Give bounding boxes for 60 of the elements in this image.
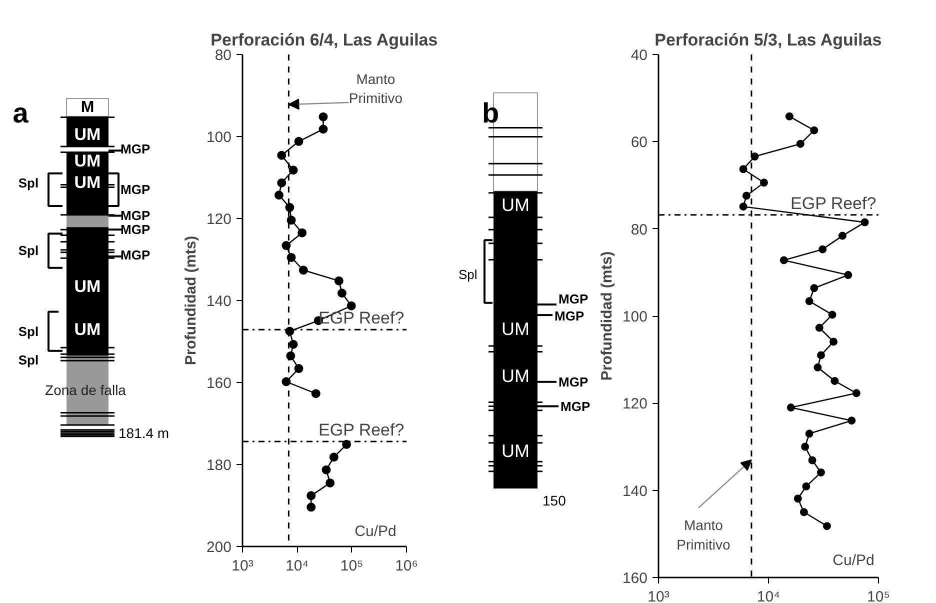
y-axis-title: Profundidad (mts) [182,236,200,366]
text: UM [74,172,101,192]
text: MGP [120,141,150,156]
x-axis-title: Cu/Pd [832,552,874,569]
text: UM [502,366,530,386]
text: Spl [18,352,39,368]
x-tick-label: 10³ [232,558,254,574]
x-axis-title: Cu/Pd [354,523,396,540]
text: a [12,98,29,129]
text: UM [74,152,101,171]
text: UM [502,318,530,339]
text: MGP [554,308,584,324]
y-tick-label: 140 [206,293,232,310]
y-axis-title: Profundidad (mts) [598,251,616,381]
x-tick-label: 10⁴ [756,588,780,603]
text: Spl [458,266,478,282]
text: UM [74,277,101,296]
x-tick-label: 10⁶ [395,558,418,574]
x-tick-label: 10³ [648,588,670,603]
text: Spl [18,324,39,339]
text: b [482,98,500,129]
y-tick-label: 60 [630,134,648,152]
text: Zona de falla [45,382,126,398]
text: UM [74,124,101,144]
y-tick-label: 160 [622,570,648,587]
text: UM [502,441,530,462]
annotation: EGP Reef? [318,420,404,440]
annotation: EGP Reef? [790,194,876,213]
chart-title: Perforación 6/4, Las Aguilas [210,30,438,50]
y-tick-label: 100 [206,129,232,146]
y-tick-label: 80 [214,47,232,64]
text: Spl [18,243,39,258]
annotation: Manto Primitivo [676,517,731,552]
y-tick-label: 120 [622,396,648,413]
text: M [80,98,94,116]
x-tick-label: 10⁵ [867,588,890,603]
text: MGP [558,291,588,306]
y-tick-label: 40 [630,47,648,64]
y-tick-label: 80 [630,221,648,238]
y-tick-label: 200 [206,539,232,556]
y-tick-label: 120 [206,211,232,228]
y-tick-label: 180 [206,457,232,474]
text: UM [502,195,530,216]
y-tick-label: 160 [206,375,232,392]
text: Spl [18,176,39,191]
text: MGP [120,208,150,224]
text: MGP [560,398,590,414]
y-tick-label: 140 [622,482,648,500]
text: MGP [120,247,150,262]
y-tick-label: 100 [622,308,648,326]
text: 150 [542,492,566,509]
x-tick-label: 10⁵ [340,558,364,574]
text: 181.4 m [118,425,170,442]
annotation: Manto Primitivo [348,70,403,106]
text: MGP [558,374,588,390]
text: MGP [120,182,150,198]
text: UM [74,320,101,340]
text: MGP [120,222,150,238]
x-tick-label: 10⁴ [286,558,309,574]
chart-title: Perforación 5/3, Las Aguilas [654,30,882,50]
